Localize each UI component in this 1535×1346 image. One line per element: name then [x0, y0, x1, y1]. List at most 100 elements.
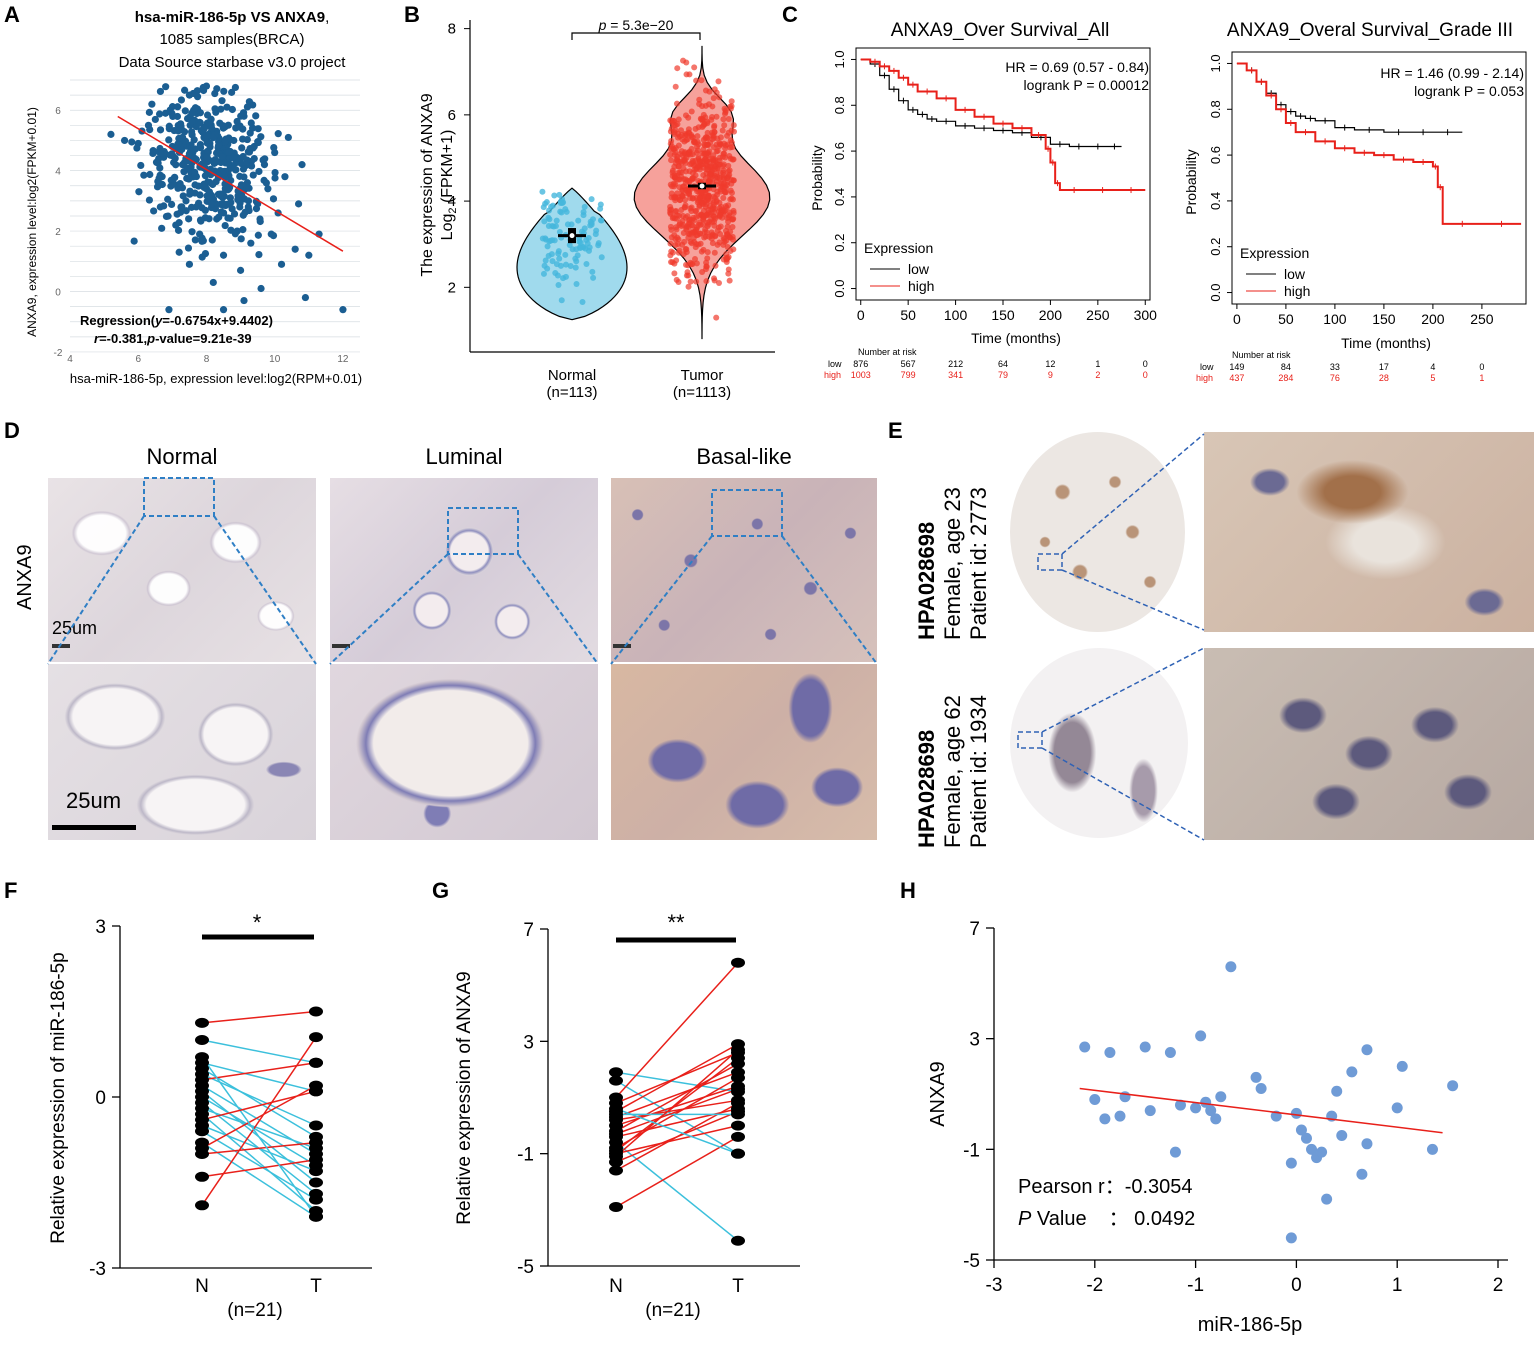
data-point — [177, 96, 186, 104]
data-point — [1361, 1044, 1373, 1056]
jitter-point — [581, 203, 588, 210]
jitter-point — [679, 187, 686, 194]
pair-line — [615, 1057, 739, 1152]
data-point — [146, 125, 154, 134]
jitter-point — [562, 273, 569, 280]
data-point — [269, 195, 278, 203]
jitter-point — [716, 239, 723, 246]
scale-label-small: 25um — [52, 618, 98, 638]
data-point — [155, 110, 164, 118]
jitter-point — [702, 142, 709, 149]
jitter-point — [564, 221, 571, 228]
jitter-point — [580, 209, 587, 216]
jitter-point — [577, 244, 584, 251]
data-point — [239, 226, 247, 234]
dot-t — [309, 1032, 323, 1043]
data-point — [269, 231, 278, 240]
x-tick-label: 200 — [1039, 307, 1063, 323]
x-tick-label: 250 — [1470, 311, 1494, 327]
data-point — [1210, 1113, 1222, 1125]
data-point — [181, 158, 189, 166]
data-point — [186, 187, 194, 195]
jitter-point — [678, 206, 685, 213]
jitter-point — [713, 113, 720, 120]
data-point — [196, 140, 204, 149]
panel-b-ylabel-line2: Log2 (FPKM+1) — [439, 130, 459, 241]
data-point — [158, 224, 166, 232]
jitter-point — [539, 188, 546, 195]
data-point — [172, 161, 180, 169]
data-point — [264, 185, 272, 193]
panel-e-zoom-boxes — [1017, 433, 1205, 841]
pair-line — [201, 1010, 317, 1024]
data-point — [241, 208, 249, 216]
risk-low-value: 64 — [998, 359, 1008, 369]
jitter-point — [720, 169, 727, 176]
data-point — [193, 87, 201, 95]
jitter-point — [715, 78, 722, 85]
panel-label-f: F — [4, 878, 18, 903]
pair-line — [615, 1124, 739, 1155]
panel-b-n-normal: (n=113) — [546, 384, 597, 401]
jitter-point — [696, 194, 703, 201]
jitter-point — [548, 251, 555, 258]
panel-a-points — [107, 82, 347, 314]
x-tick-label: 1 — [1392, 1275, 1403, 1296]
dot-t — [731, 1098, 745, 1109]
data-point — [228, 105, 236, 114]
risk-high-value: 799 — [901, 370, 916, 380]
data-point — [1426, 1143, 1438, 1155]
pair-line — [615, 1108, 739, 1138]
jitter-point — [698, 248, 705, 255]
panel-label-c: C — [782, 2, 798, 27]
data-point — [229, 153, 237, 162]
jitter-point — [675, 241, 682, 248]
jitter-point — [691, 64, 698, 71]
panel-label-e: E — [888, 418, 903, 443]
data-point — [252, 112, 260, 120]
jitter-point — [699, 103, 706, 110]
x-tick-label: 50 — [900, 307, 916, 323]
y-tick-label: 0 — [55, 288, 61, 299]
jitter-point — [557, 198, 564, 205]
panel-c-legend-low-all: low — [908, 261, 930, 277]
y-tick-label: 6 — [448, 107, 456, 124]
jitter-point — [556, 228, 563, 235]
jitter-point — [699, 117, 706, 124]
data-point — [1195, 1030, 1207, 1042]
y-tick-label: 0 — [95, 1088, 106, 1109]
data-point — [197, 217, 205, 225]
dot-n — [609, 1103, 623, 1114]
panel-h-points — [1079, 961, 1459, 1244]
jitter-point — [567, 262, 574, 269]
data-point — [137, 161, 145, 170]
jitter-point — [690, 235, 697, 242]
data-point — [294, 200, 303, 208]
data-point — [284, 133, 292, 142]
risk-low-value: 567 — [901, 359, 916, 369]
pair-line — [201, 1096, 317, 1167]
data-point — [226, 214, 234, 222]
data-point — [149, 147, 157, 155]
dot-n — [195, 1114, 209, 1125]
y-tick-label: 0.2 — [832, 234, 847, 252]
data-point — [270, 143, 278, 152]
jitter-point — [546, 207, 553, 214]
data-point — [150, 207, 158, 215]
jitter-point — [667, 181, 674, 188]
risk-low-value: 84 — [1281, 362, 1291, 372]
zoom-guide — [781, 535, 878, 665]
jitter-point — [721, 122, 728, 129]
data-point — [281, 173, 289, 181]
data-point — [244, 197, 253, 205]
panel-label-d: D — [4, 418, 20, 443]
data-point — [291, 245, 299, 253]
jitter-point — [726, 277, 733, 284]
jitter-point — [688, 240, 695, 247]
data-point — [1169, 1146, 1181, 1158]
jitter-point — [687, 278, 694, 285]
panel-b-ylabel-line1: The expression of ANXA9 — [419, 93, 436, 276]
jitter-point — [727, 196, 734, 203]
dot-t — [309, 1211, 323, 1222]
jitter-point — [672, 127, 679, 134]
